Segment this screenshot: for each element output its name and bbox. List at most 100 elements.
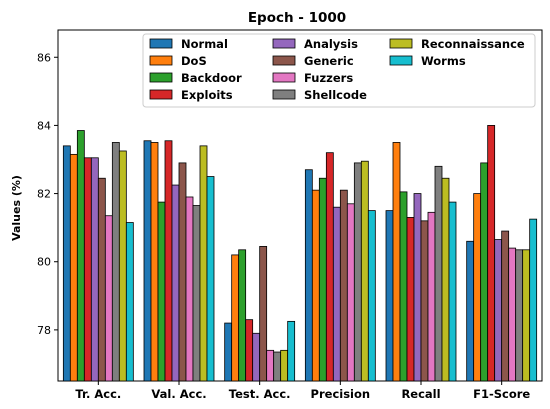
legend-label-worms: Worms	[421, 54, 466, 68]
legend-swatch-normal	[149, 38, 173, 49]
bar-dos-5	[473, 193, 482, 382]
bar-shellcode-0	[111, 142, 120, 382]
y-ticks: 78 80 82 84 86	[37, 51, 58, 337]
y-tick-label: 82	[37, 188, 51, 201]
x-tick-label: Val. Acc.	[151, 387, 206, 401]
bar-generic-3	[339, 189, 348, 382]
bar-worms-3	[367, 210, 376, 382]
bars	[62, 125, 538, 382]
bar-backdoor-1	[157, 201, 166, 382]
bar-dos-1	[150, 142, 159, 382]
bar-normal-3	[304, 169, 313, 382]
bar-dos-0	[69, 153, 78, 382]
x-tick-label: Test. Acc.	[229, 387, 291, 401]
legend-label-normal: Normal	[181, 37, 228, 51]
legend-label-backdoor: Backdoor	[181, 71, 242, 85]
legend-label-analysis: Analysis	[304, 37, 358, 51]
bar-exploits-1	[164, 140, 173, 382]
bar-worms-0	[125, 222, 134, 382]
bar-fuzzers-4	[427, 211, 436, 382]
y-tick-label: 80	[37, 256, 51, 269]
chart-title: Epoch - 1000	[248, 10, 346, 26]
bar-fuzzers-3	[346, 203, 355, 382]
bar-analysis-3	[332, 206, 341, 382]
legend-swatch-exploits	[149, 89, 173, 100]
legend-swatch-analysis	[272, 38, 296, 49]
bar-dos-3	[311, 189, 320, 382]
bar-generic-1	[178, 162, 187, 382]
bar-exploits-0	[83, 157, 92, 382]
bar-fuzzers-5	[508, 247, 517, 382]
bar-backdoor-4	[399, 191, 408, 382]
legend-swatch-reconnaissance	[389, 38, 413, 49]
bar-shellcode-3	[353, 162, 362, 382]
legend-swatch-generic	[272, 55, 296, 66]
legend-swatch-shellcode	[272, 89, 296, 100]
bar-shellcode-2	[273, 351, 282, 382]
bar-analysis-2	[252, 332, 261, 382]
bar-normal-5	[466, 240, 475, 382]
bar-fuzzers-1	[185, 196, 194, 382]
axes	[57, 29, 543, 382]
y-tick-label: 86	[37, 51, 51, 64]
bar-reconnaissance-1	[199, 145, 208, 382]
bar-reconnaissance-4	[441, 177, 450, 382]
bar-generic-4	[420, 220, 429, 382]
bar-normal-4	[385, 210, 394, 382]
bar-backdoor-2	[238, 249, 247, 382]
bar-reconnaissance-3	[360, 160, 369, 382]
legend-swatch-dos	[149, 55, 173, 66]
bar-analysis-0	[90, 157, 99, 382]
y-axis-label: Values (%)	[10, 175, 23, 241]
legend-label-reconnaissance: Reconnaissance	[421, 37, 525, 51]
legend-label-fuzzers: Fuzzers	[304, 71, 353, 85]
bar-analysis-1	[171, 184, 180, 382]
legend-swatch-fuzzers	[272, 72, 296, 83]
bar-normal-1	[143, 140, 152, 382]
legend-swatch-worms	[389, 55, 413, 66]
legend-label-exploits: Exploits	[181, 88, 233, 102]
bar-dos-2	[231, 254, 240, 382]
bar-fuzzers-2	[266, 349, 275, 382]
bar-fuzzers-0	[104, 215, 113, 382]
x-tick-label: Precision	[311, 387, 371, 401]
legend-label-shellcode: Shellcode	[304, 88, 367, 102]
bar-normal-0	[62, 145, 71, 382]
bar-normal-2	[224, 322, 233, 382]
legend-label-generic: Generic	[304, 54, 354, 68]
bar-exploits-4	[406, 217, 415, 382]
bar-dos-4	[392, 142, 401, 382]
bar-exploits-5	[487, 125, 496, 382]
bar-worms-4	[448, 201, 457, 382]
bar-worms-2	[287, 320, 296, 382]
plot-frame	[57, 29, 543, 382]
bar-generic-5	[501, 230, 510, 382]
legend: Normal DoS Backdoor Exploits Analysis Generic…	[142, 33, 536, 108]
bar-reconnaissance-0	[118, 150, 127, 382]
bar-backdoor-0	[76, 130, 85, 382]
legend-box	[142, 33, 536, 108]
bar-worms-1	[206, 176, 215, 382]
bar-shellcode-5	[515, 249, 524, 382]
bar-backdoor-3	[318, 177, 327, 382]
bar-exploits-2	[245, 319, 254, 382]
x-ticks: Tr. Acc. Val. Acc. Test. Acc. Precision Reca…	[75, 381, 530, 401]
bar-analysis-4	[413, 193, 422, 382]
legend-swatch-backdoor	[149, 72, 173, 83]
bar-reconnaissance-5	[522, 249, 531, 382]
bar-generic-0	[97, 177, 106, 382]
bar-analysis-5	[494, 239, 503, 382]
bar-exploits-3	[325, 152, 334, 382]
bar-worms-5	[529, 218, 538, 382]
y-tick-label: 84	[37, 119, 51, 132]
bar-generic-2	[259, 245, 268, 382]
bar-shellcode-1	[192, 205, 201, 382]
x-tick-label: Recall	[401, 387, 440, 401]
x-tick-label: F1-Score	[473, 387, 530, 401]
bar-shellcode-4	[434, 165, 443, 382]
bar-reconnaissance-2	[280, 349, 289, 382]
bar-backdoor-5	[480, 162, 489, 382]
legend-label-dos: DoS	[181, 54, 207, 68]
x-tick-label: Tr. Acc.	[75, 387, 121, 401]
